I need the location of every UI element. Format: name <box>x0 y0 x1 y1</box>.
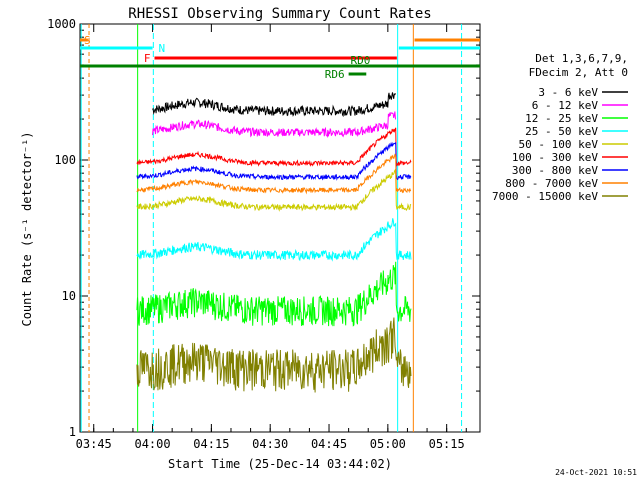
series-line <box>136 141 412 181</box>
legend-label: 300 - 800 keV <box>512 164 598 177</box>
x-tick-label: 03:45 <box>76 437 112 451</box>
x-tick-label: 05:15 <box>429 437 465 451</box>
legend-label: 3 - 6 keV <box>538 86 598 99</box>
flag-label: N <box>159 42 166 55</box>
flag-label: RD0 <box>350 54 370 67</box>
y-axis-label: Count Rate (s⁻¹ detector⁻¹) <box>20 131 34 326</box>
flag-label: RD6 <box>325 68 345 81</box>
y-tick-label: 10 <box>62 289 76 303</box>
footer-date: 24-Oct-2021 10:51 <box>555 468 637 477</box>
series-line <box>136 127 412 167</box>
series-line <box>136 168 412 212</box>
x-tick-label: 04:45 <box>311 437 347 451</box>
x-tick-label: 04:00 <box>134 437 170 451</box>
legend-label: 800 - 7000 keV <box>505 177 598 190</box>
legend-header: Det 1,3,6,7,9, <box>535 52 628 65</box>
y-tick-label: 1000 <box>47 17 76 31</box>
legend-header: FDecim 2, Att 0 <box>529 66 628 79</box>
legend-label: 6 - 12 keV <box>532 99 599 112</box>
y-tick-label: 100 <box>54 153 76 167</box>
legend-label: 100 - 300 keV <box>512 151 598 164</box>
chart-title: RHESSI Observing Summary Count Rates <box>128 6 431 22</box>
series-line <box>136 317 412 393</box>
legend-label: 7000 - 15000 keV <box>492 190 598 203</box>
flag-label: F <box>144 52 151 65</box>
series-line <box>152 111 396 139</box>
plot-frame <box>79 23 481 433</box>
series-line <box>136 153 412 195</box>
legend-label: 50 - 100 keV <box>519 138 599 151</box>
series-line <box>136 218 412 262</box>
flag-label: S <box>84 34 91 47</box>
legend: Det 1,3,6,7,9,FDecim 2, Att 0 3 - 6 keV6 … <box>492 52 628 203</box>
x-tick-label: 04:15 <box>193 437 229 451</box>
series-line <box>152 92 396 118</box>
plot-layer: 1 10 100 1000 03:45 04:00 04:15 04:30 04:45 05:00… <box>47 17 481 451</box>
x-tick-label: 04:30 <box>252 437 288 451</box>
x-axis-label: Start Time (25-Dec-14 03:44:02) <box>168 457 392 471</box>
legend-label: 12 - 25 keV <box>525 112 598 125</box>
series-line <box>136 261 412 327</box>
y-tick-label: 1 <box>69 425 76 439</box>
x-tick-label: 05:00 <box>370 437 406 451</box>
legend-label: 25 - 50 keV <box>525 125 598 138</box>
